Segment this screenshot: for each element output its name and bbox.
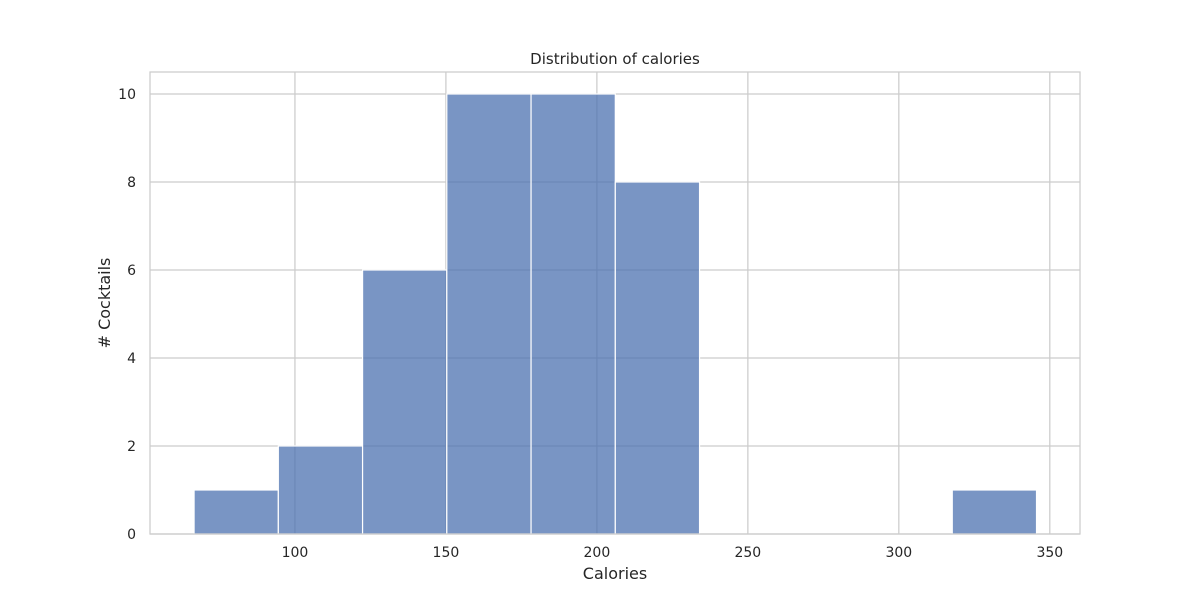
y-tick-label: 6 — [127, 263, 136, 279]
x-axis-ticks: 100 150 200 250 300 350 — [282, 545, 1064, 561]
y-tick-label: 0 — [127, 527, 136, 543]
y-tick-label: 8 — [127, 175, 136, 191]
x-tick-label: 150 — [433, 545, 460, 561]
histogram-bar — [446, 93, 532, 535]
histogram-bar — [614, 181, 701, 535]
y-tick-label: 2 — [127, 439, 136, 455]
histogram-bar — [951, 489, 1038, 535]
histogram-bars — [193, 93, 1038, 535]
x-tick-label: 350 — [1036, 545, 1063, 561]
y-axis-title: # Cocktails — [95, 258, 114, 349]
x-tick-label: 300 — [885, 545, 912, 561]
x-tick-label: 250 — [734, 545, 761, 561]
histogram-bar — [530, 93, 616, 535]
chart-title: Distribution of calories — [530, 50, 700, 68]
plot-frame — [149, 71, 1081, 535]
x-axis-title: Calories — [583, 564, 647, 583]
x-tick-label: 200 — [584, 545, 611, 561]
histogram-bar — [361, 269, 448, 535]
histogram-bar — [277, 445, 364, 535]
y-tick-label: 4 — [127, 351, 136, 367]
y-axis-ticks: 0 2 4 6 8 10 — [118, 87, 136, 543]
histogram-bar — [193, 489, 279, 535]
x-tick-label: 100 — [282, 545, 309, 561]
y-tick-label: 10 — [118, 87, 136, 103]
